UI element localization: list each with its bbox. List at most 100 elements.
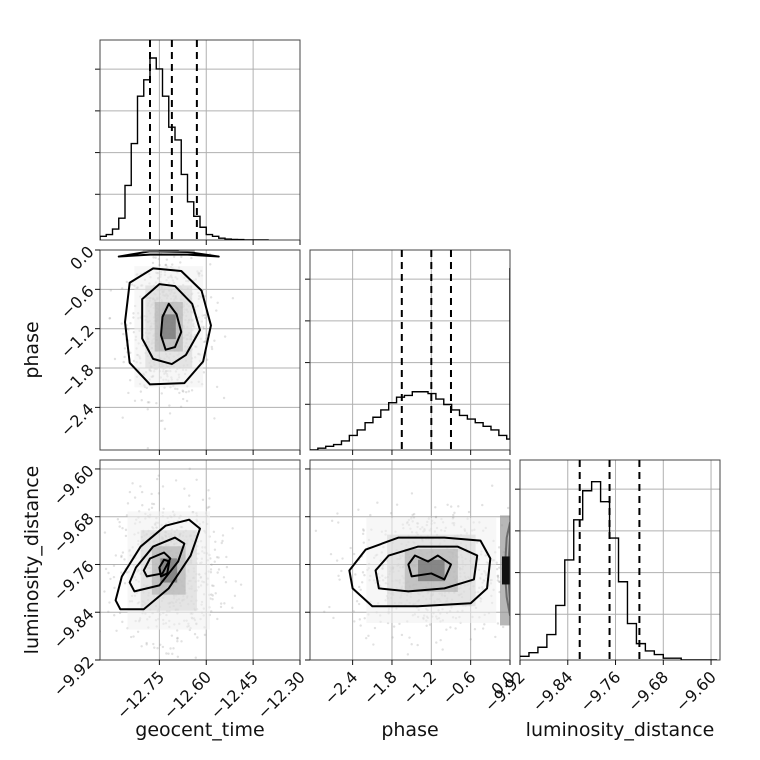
sample-point bbox=[140, 490, 144, 494]
sample-point bbox=[225, 565, 229, 569]
histogram-geocent_time bbox=[100, 57, 269, 240]
x-tick-label: −0.6 bbox=[439, 667, 480, 708]
sample-point bbox=[224, 581, 228, 584]
joint-panel-geocent_time-luminosity_distance bbox=[95, 459, 301, 674]
sample-point bbox=[496, 579, 500, 582]
sample-point bbox=[359, 624, 362, 627]
sample-point bbox=[139, 485, 142, 488]
sample-point bbox=[190, 256, 193, 260]
sample-point bbox=[97, 284, 99, 286]
sample-point bbox=[128, 378, 132, 382]
sample-point bbox=[130, 283, 134, 286]
sample-point bbox=[211, 594, 214, 597]
sample-point bbox=[115, 629, 118, 632]
sample-point bbox=[337, 521, 340, 524]
sample-point bbox=[203, 633, 207, 637]
sample-point bbox=[137, 672, 139, 674]
sample-point bbox=[494, 635, 497, 639]
sample-point bbox=[155, 401, 158, 405]
sample-point bbox=[496, 574, 500, 578]
contour-line bbox=[128, 536, 186, 593]
sample-point bbox=[214, 592, 217, 595]
sample-point bbox=[216, 571, 219, 574]
sample-point bbox=[127, 391, 130, 395]
sample-point bbox=[154, 256, 157, 259]
sample-point bbox=[120, 555, 123, 559]
sample-point bbox=[128, 490, 132, 494]
sample-point bbox=[151, 261, 155, 265]
sample-point bbox=[133, 496, 137, 499]
sample-point bbox=[188, 505, 191, 508]
sample-point bbox=[208, 497, 211, 500]
sample-point bbox=[205, 358, 209, 361]
sample-point bbox=[211, 598, 214, 601]
joint-panel-content bbox=[300, 460, 528, 660]
sample-point bbox=[349, 546, 352, 550]
contour-line bbox=[348, 536, 492, 608]
sample-point bbox=[352, 552, 356, 556]
y-tick-label: −1.2 bbox=[57, 321, 98, 362]
sample-point bbox=[392, 625, 396, 628]
sample-point bbox=[364, 636, 368, 640]
sample-point bbox=[159, 419, 163, 423]
sample-point bbox=[231, 297, 235, 300]
sample-point bbox=[221, 534, 225, 537]
sample-point bbox=[132, 316, 135, 319]
sample-point bbox=[209, 571, 213, 574]
sample-point bbox=[120, 554, 123, 558]
sample-point bbox=[501, 625, 505, 629]
sample-point bbox=[168, 412, 172, 415]
sample-point bbox=[140, 399, 143, 402]
sample-point bbox=[231, 606, 234, 610]
sample-point bbox=[314, 529, 318, 533]
sample-point bbox=[180, 255, 183, 259]
x-tick-label: −9.84 bbox=[528, 667, 576, 715]
y-tick-label: −9.60 bbox=[50, 461, 98, 509]
sample-point bbox=[126, 502, 130, 505]
sample-point bbox=[125, 280, 129, 284]
sample-point bbox=[103, 531, 107, 534]
sample-point bbox=[113, 357, 117, 361]
sample-point bbox=[179, 405, 183, 409]
sample-point bbox=[300, 504, 302, 506]
y-tick-label: −0.6 bbox=[57, 282, 98, 323]
sample-point bbox=[496, 576, 500, 579]
sample-point bbox=[156, 646, 159, 650]
sample-point bbox=[145, 643, 148, 646]
sample-point bbox=[121, 620, 124, 624]
sample-point bbox=[220, 541, 223, 545]
y-tick-label: 0.0 bbox=[66, 242, 97, 273]
sample-point bbox=[361, 532, 365, 536]
sample-point bbox=[361, 528, 365, 531]
sample-point bbox=[511, 603, 513, 605]
sample-point bbox=[506, 506, 510, 510]
sample-point bbox=[150, 506, 154, 510]
sample-point bbox=[176, 629, 179, 632]
histogram-panels bbox=[95, 39, 721, 665]
sample-point bbox=[202, 371, 206, 374]
sample-point bbox=[337, 574, 340, 578]
sample-point bbox=[140, 645, 143, 648]
sample-point bbox=[526, 588, 528, 590]
sample-point bbox=[498, 566, 501, 569]
sample-point bbox=[120, 287, 124, 290]
sample-point bbox=[211, 584, 214, 587]
sample-point bbox=[122, 360, 125, 364]
sample-point bbox=[112, 575, 116, 579]
sample-point bbox=[213, 339, 216, 342]
sample-point bbox=[515, 563, 517, 565]
sample-point bbox=[155, 661, 157, 663]
sample-point bbox=[163, 427, 167, 431]
sample-point bbox=[114, 554, 118, 557]
sample-point bbox=[210, 563, 213, 566]
sample-point bbox=[511, 536, 513, 538]
sample-point bbox=[219, 605, 223, 609]
sample-point bbox=[510, 572, 512, 574]
panel-frame bbox=[99, 249, 301, 451]
sample-point bbox=[109, 289, 113, 292]
sample-point bbox=[362, 529, 365, 532]
sample-point bbox=[457, 505, 460, 508]
sample-point bbox=[416, 643, 419, 647]
sample-point bbox=[341, 557, 344, 560]
sample-point bbox=[183, 487, 186, 490]
